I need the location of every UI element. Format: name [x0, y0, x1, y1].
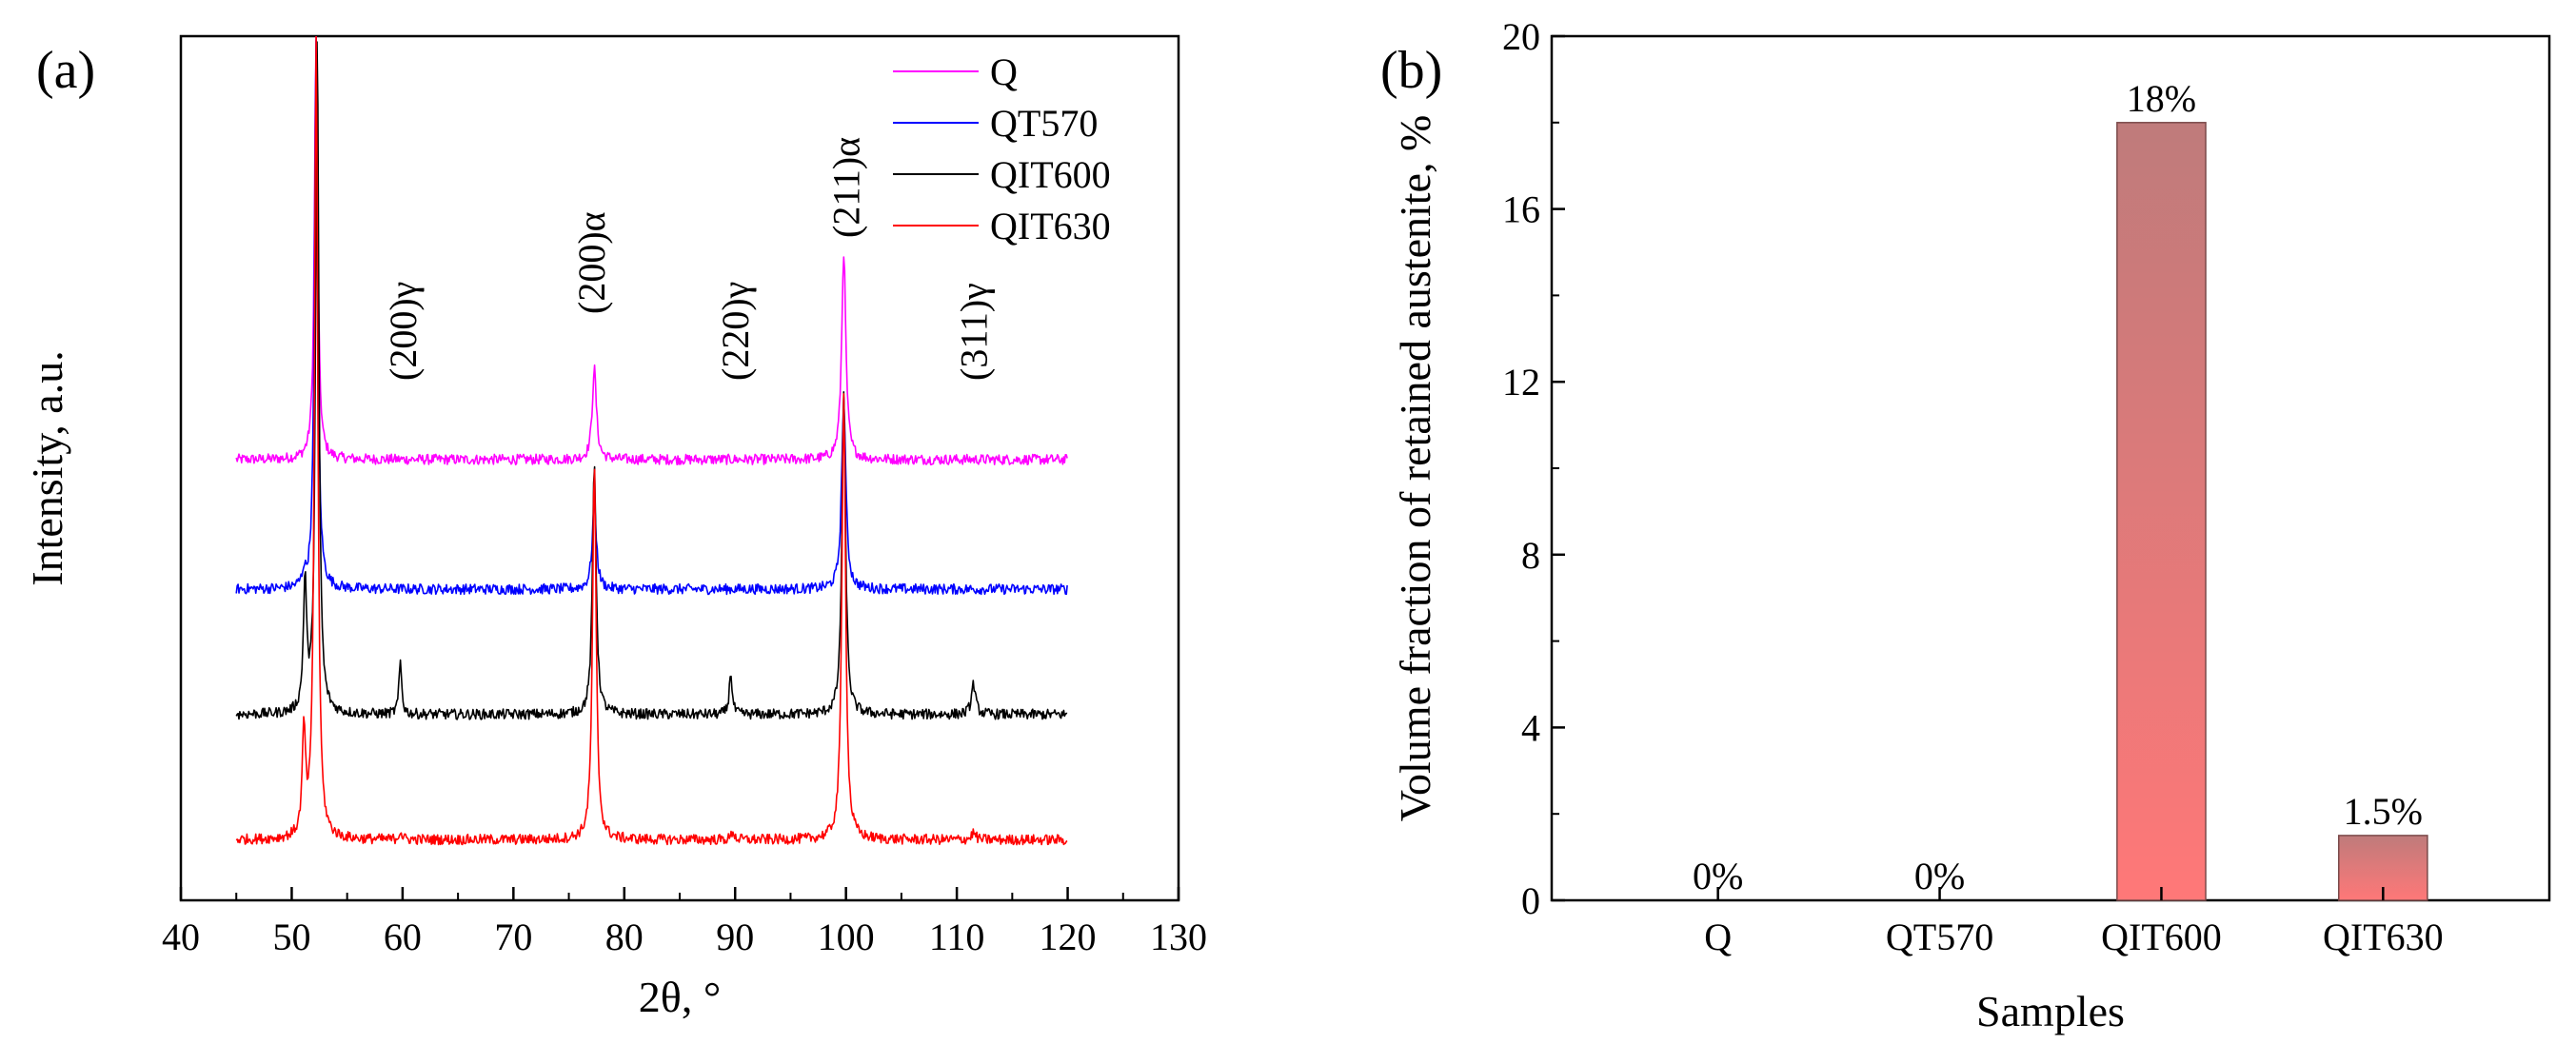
xrd-x-tick-label: 110 [929, 916, 985, 958]
xrd-legend: Q QT570 QIT600 QIT630 [893, 50, 1111, 247]
bar-y-tick-label: 0 [1521, 879, 1540, 922]
xrd-x-tick-label: 90 [716, 916, 754, 958]
bar-data-label-qt570: 0% [1914, 855, 1965, 897]
bar-y-tick-label: 4 [1521, 706, 1540, 749]
panel-label-b: (b) [1380, 41, 1442, 100]
bar-x-tick-label-qit630: QIT630 [2323, 916, 2444, 958]
legend-label-qit630: QIT630 [990, 205, 1111, 247]
xrd-x-tick-label: 40 [162, 916, 200, 958]
xrd-x-tick-label: 130 [1150, 916, 1207, 958]
bar-x-axis-title: Samples [1976, 987, 2125, 1035]
peak-label-311: (311)γ [953, 283, 996, 381]
bar-x-tick-label-qt570: QT570 [1886, 916, 1993, 958]
legend-label-qit600: QIT600 [990, 153, 1111, 196]
series-qit600-line [235, 41, 1068, 720]
bar-data-labels: 0% 0% 18% 1.5% [1693, 77, 2423, 897]
bar-plot-frame [1550, 34, 2551, 902]
xrd-peak-labels: (200)γ (200)α (220)γ (211)α (311)γ [382, 137, 996, 381]
xrd-y-axis-title: Intensity, a.u. [23, 350, 71, 585]
bar-data-label-q: 0% [1693, 855, 1743, 897]
series-qt570-line [235, 39, 1068, 596]
series-qit630-line [235, 36, 1068, 846]
bar-data-label-qit630: 1.5% [2344, 790, 2423, 833]
xrd-x-tick-label: 80 [605, 916, 644, 958]
panel-label-a: (a) [36, 41, 95, 100]
xrd-x-tick-label: 120 [1040, 916, 1097, 958]
bar-y-tick-label: 16 [1502, 188, 1540, 231]
xrd-panel: (a) 40 50 60 70 80 90 100 110 120 130 2θ, ° Inten… [23, 34, 1207, 1021]
xrd-curves [235, 36, 1068, 846]
bar-y-tick-label: 20 [1502, 15, 1540, 58]
peak-label-211: (211)α [825, 137, 868, 238]
bar-y-tick-label: 12 [1502, 361, 1540, 404]
legend-label-q: Q [990, 50, 1018, 93]
bar-data-label-qit600: 18% [2127, 77, 2196, 120]
peak-label-200: (200)γ [382, 282, 425, 381]
bar-y-axis-ticks: 0 4 8 12 16 20 [1502, 15, 1565, 922]
xrd-x-axis-ticks: 40 50 60 70 80 90 100 110 120 130 [162, 887, 1207, 958]
series-q-line [235, 36, 1068, 466]
peak-label-200: (200)α [570, 211, 613, 314]
bar-y-axis-title: Volume fraction of retained austenite, % [1391, 115, 1439, 822]
xrd-x-tick-label: 50 [272, 916, 310, 958]
xrd-x-axis-title: 2θ, ° [639, 973, 721, 1021]
bar-y-tick-label: 8 [1521, 534, 1540, 577]
peak-label-220: (220)γ [714, 282, 757, 381]
xrd-x-tick-label: 70 [494, 916, 532, 958]
bar-x-tick-label-q: Q [1704, 916, 1732, 958]
bar-series [2116, 122, 2428, 901]
bar-qit600 [2116, 122, 2207, 901]
austenite-panel: (b) 0 4 8 12 16 20 Q QT570 QIT600 QIT630 0% 0% 18%… [1380, 15, 2551, 1035]
bar-x-tick-label-qit600: QIT600 [2101, 916, 2222, 958]
xrd-x-tick-label: 100 [818, 916, 875, 958]
legend-label-qt570: QT570 [990, 102, 1098, 145]
bar-x-axis-ticks: Q QT570 QIT600 QIT630 [1704, 887, 2444, 958]
xrd-x-tick-label: 60 [384, 916, 422, 958]
